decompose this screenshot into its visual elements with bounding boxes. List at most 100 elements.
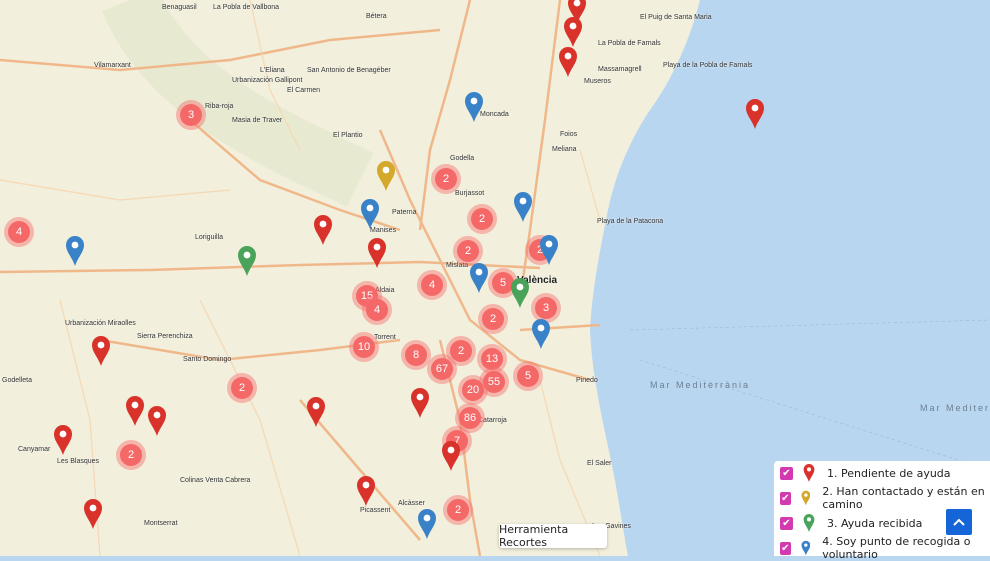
marker-cluster[interactable]: 8 [401, 340, 431, 370]
marker-cluster[interactable]: 55 [479, 367, 509, 397]
marker-cluster[interactable]: 5 [513, 361, 543, 391]
legend-label: 1. Pendiente de ayuda [827, 466, 951, 480]
map-label: La Pobla de Vallbona [213, 4, 280, 11]
map-label: La Pobla de Farnals [598, 40, 661, 47]
map-pin-pendiente-icon[interactable] [83, 498, 103, 530]
map-label: Les Gavines [592, 523, 631, 530]
chevron-up-icon [953, 518, 965, 526]
marker-cluster[interactable]: 86 [455, 403, 485, 433]
map-label: El Plantio [333, 132, 363, 139]
map-pin-pendiente-icon[interactable] [410, 387, 430, 419]
map-label: Playa de la Pobla de Farnals [663, 62, 753, 69]
legend-label: 3. Ayuda recibida [827, 516, 923, 530]
marker-cluster[interactable]: 3 [176, 100, 206, 130]
map-label: Meliana [552, 146, 577, 153]
cluster-count: 2 [450, 340, 472, 362]
marker-cluster[interactable]: 4 [417, 270, 447, 300]
sea-label: Mar Mediterrà [920, 403, 990, 413]
map-pin-voluntario-icon[interactable] [469, 262, 489, 294]
map-pin-pendiente-icon[interactable] [306, 396, 326, 428]
map-pin-pendiente-icon[interactable] [367, 237, 387, 269]
map-pin-voluntario-icon[interactable] [539, 234, 559, 266]
map-pin-pendiente-icon[interactable] [563, 16, 583, 48]
legend-item-en-camino: ✔ 2. Han contactado y están en camino [780, 485, 990, 511]
marker-cluster[interactable]: 2 [116, 440, 146, 470]
map-pin-voluntario-icon[interactable] [65, 235, 85, 267]
map-label: Catarroja [478, 417, 507, 424]
map-label: Alcàsser [398, 500, 425, 507]
map-pin-voluntario-icon[interactable] [513, 191, 533, 223]
cluster-count: 4 [366, 299, 388, 321]
cluster-count: 4 [421, 274, 443, 296]
legend-checkbox[interactable]: ✔ [780, 516, 793, 530]
map-label: Bétera [366, 13, 387, 20]
legend-label: 4. Soy punto de recogida o voluntario [822, 535, 971, 561]
map-pin-pendiente-icon[interactable] [147, 405, 167, 437]
marker-cluster[interactable]: 2 [478, 304, 508, 334]
herramienta-recortes-button[interactable]: Herramienta Recortes [499, 523, 607, 549]
cluster-count: 2 [471, 208, 493, 230]
marker-cluster[interactable]: 10 [349, 332, 379, 362]
legend-label: 2. Han contactado y están en camino [822, 485, 985, 511]
legend-pin-icon [801, 488, 811, 508]
map-label: Godelleta [2, 377, 32, 384]
marker-cluster[interactable]: 2 [227, 373, 257, 403]
marker-cluster[interactable]: 67 [427, 354, 457, 384]
map-label: València [517, 275, 558, 286]
cluster-count: 55 [483, 371, 505, 393]
map-pin-pendiente-icon[interactable] [356, 475, 376, 507]
legend-checkbox[interactable]: ✔ [780, 541, 791, 555]
marker-cluster[interactable]: 2 [453, 236, 483, 266]
map-pin-pendiente-icon[interactable] [745, 98, 765, 130]
map-label: Canyamar [18, 446, 51, 453]
map-pin-recibida-icon[interactable] [237, 245, 257, 277]
legend-checkbox[interactable]: ✔ [780, 491, 791, 505]
marker-cluster[interactable]: 2 [446, 336, 476, 366]
cluster-count: 3 [535, 297, 557, 319]
map-label: Museros [584, 78, 611, 85]
scroll-top-button[interactable] [946, 509, 972, 535]
map-label: Mislata [446, 262, 469, 269]
map-label: Aldaia [375, 287, 395, 294]
map-pin-voluntario-icon[interactable] [417, 508, 437, 540]
map-pin-recibida-icon[interactable] [510, 277, 530, 309]
map-pin-voluntario-icon[interactable] [360, 198, 380, 230]
cluster-count: 2 [231, 377, 253, 399]
map-pin-pendiente-icon[interactable] [441, 440, 461, 472]
marker-cluster[interactable]: 20 [458, 375, 488, 405]
cluster-count: 86 [459, 407, 481, 429]
map-pin-voluntario-icon[interactable] [464, 91, 484, 123]
map-pin-pendiente-icon[interactable] [91, 335, 111, 367]
map-label: Paterna [392, 209, 417, 216]
map-label: Les Blasques [57, 458, 100, 465]
map-pin-pendiente-icon[interactable] [53, 424, 73, 456]
map-label: Urbanización Miraolles [65, 320, 136, 327]
map-pin-pendiente-icon[interactable] [558, 46, 578, 78]
map-label: El Saler [587, 460, 612, 467]
marker-cluster[interactable]: 13 [477, 344, 507, 374]
cluster-count: 2 [482, 308, 504, 330]
land [0, 0, 700, 556]
map-pin-en-camino-icon[interactable] [376, 160, 396, 192]
map-label: Montserrat [144, 520, 178, 527]
map-label: Pinedo [576, 377, 598, 384]
marker-cluster[interactable]: 3 [531, 293, 561, 323]
marker-cluster[interactable]: 4 [4, 217, 34, 247]
map-label: Loriguilla [195, 234, 224, 241]
cluster-count: 2 [447, 499, 469, 521]
map-label: L'Eliana [260, 67, 285, 74]
map-label: San Antonio de Benagéber [307, 67, 391, 74]
map-pin-pendiente-icon[interactable] [567, 0, 587, 25]
marker-cluster[interactable]: 2 [467, 204, 497, 234]
cluster-count: 2 [435, 168, 457, 190]
map-pin-voluntario-icon[interactable] [531, 318, 551, 350]
legend-pin-icon [803, 513, 815, 533]
map-label: Vilamarxant [94, 62, 131, 69]
map-pin-pendiente-icon[interactable] [313, 214, 333, 246]
marker-cluster[interactable]: 4 [362, 295, 392, 325]
legend-checkbox[interactable]: ✔ [780, 466, 793, 480]
marker-cluster[interactable]: 2 [443, 495, 473, 525]
map-pin-pendiente-icon[interactable] [125, 395, 145, 427]
marker-cluster[interactable]: 2 [431, 164, 461, 194]
